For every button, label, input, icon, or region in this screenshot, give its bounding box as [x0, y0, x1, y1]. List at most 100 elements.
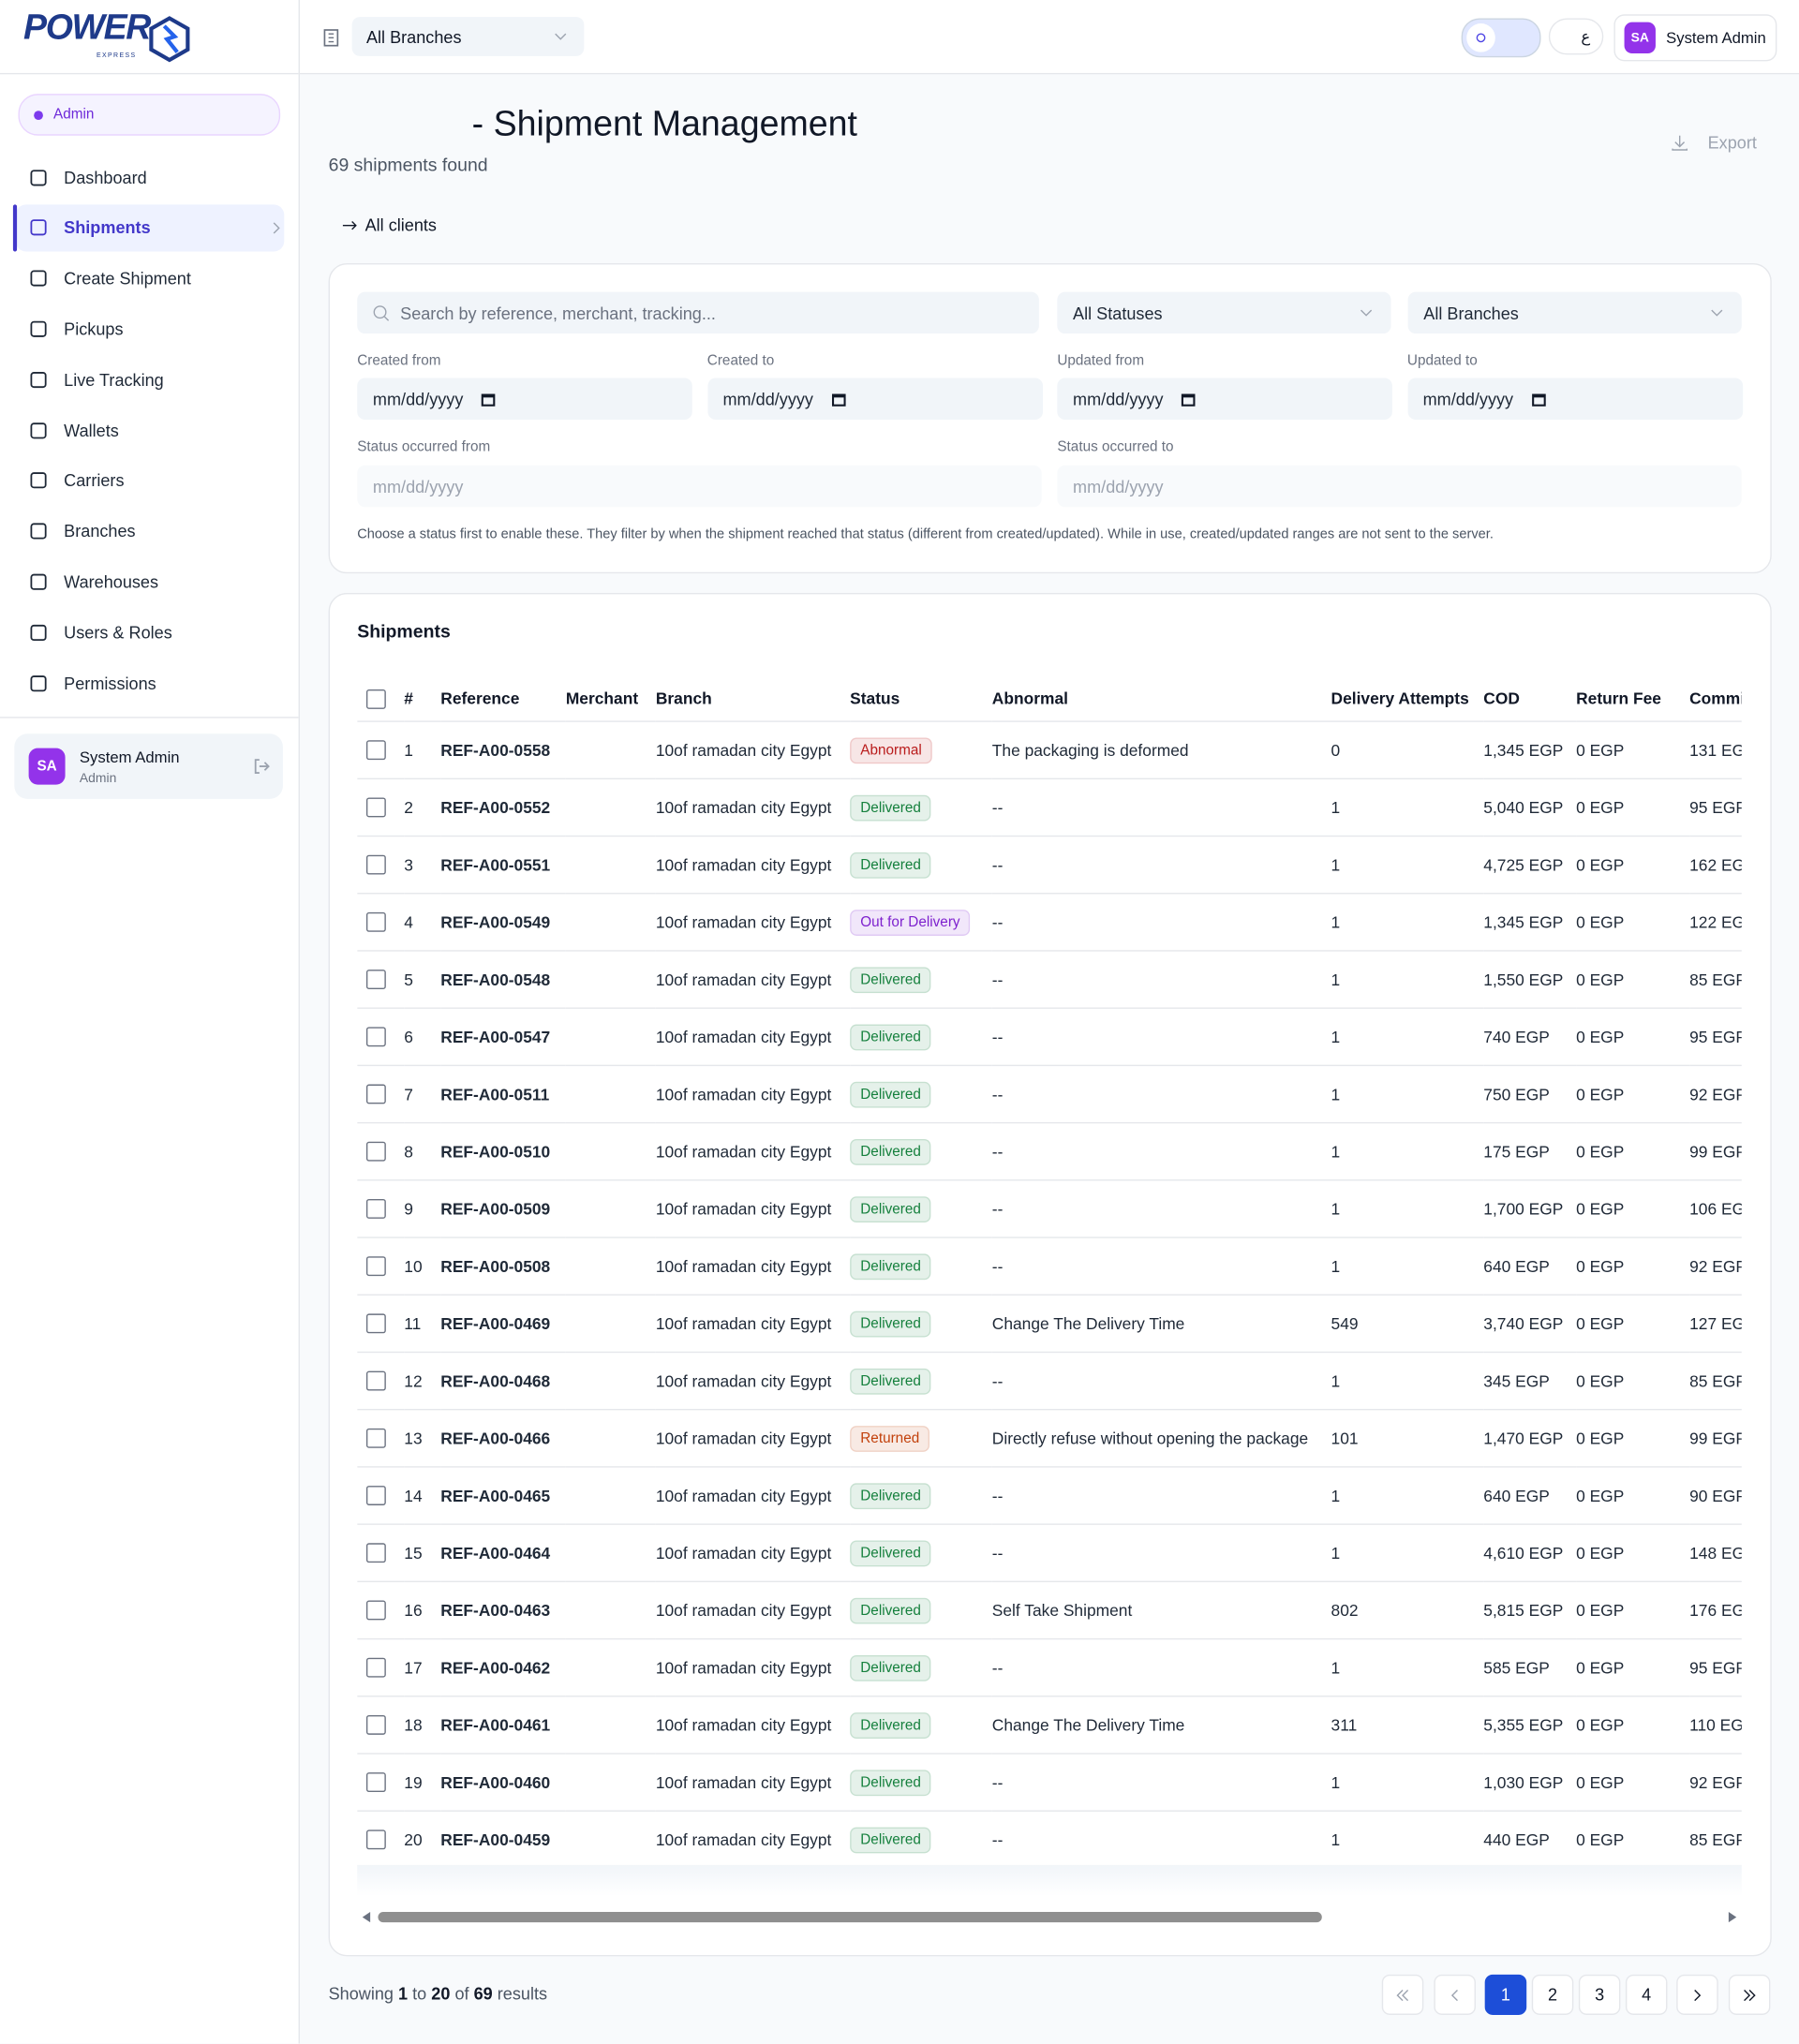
- export-button[interactable]: Export: [1656, 121, 1770, 163]
- checkbox[interactable]: [365, 1829, 386, 1850]
- next-page[interactable]: [1676, 1974, 1718, 2015]
- date-label: Status occurred from: [357, 438, 491, 455]
- cell: 0 EGP: [1576, 1237, 1690, 1296]
- chevron: [1360, 309, 1373, 317]
- cell: 10of ramadan city Egypt: [655, 1466, 851, 1525]
- checkbox[interactable]: [365, 1084, 386, 1104]
- status-badge: Delivered: [850, 1539, 932, 1566]
- checkbox[interactable]: [365, 1141, 386, 1162]
- nav-item[interactable]: Dashboard: [16, 154, 285, 200]
- status-cell: Out for Delivery: [850, 893, 992, 952]
- divider: [0, 72, 299, 75]
- table-row: 10 REF-A00-0508 10of ramadan city Egypt Del…: [357, 1237, 1742, 1296]
- cell: 99 EGP: [1689, 1409, 1742, 1468]
- date-input[interactable]: mm/dd/yyyy: [1057, 465, 1742, 508]
- language: ع: [1581, 27, 1591, 46]
- cell: --: [991, 778, 1331, 837]
- checkbox[interactable]: [365, 1370, 386, 1391]
- theme-toggle[interactable]: [1461, 18, 1541, 58]
- merchant-cell: [565, 1008, 656, 1067]
- status-badge: Out for Delivery: [850, 909, 971, 936]
- select-cell: [357, 1466, 405, 1525]
- h-scrollbar[interactable]: [360, 1908, 1742, 1926]
- select-cell: [357, 1122, 405, 1181]
- branch-value: All Branches: [365, 26, 462, 47]
- nav-item[interactable]: Permissions: [16, 659, 285, 706]
- status-badge: Delivered: [850, 1023, 932, 1050]
- nav-item[interactable]: Users & Roles: [16, 609, 285, 656]
- nav-item[interactable]: Create Shipment: [16, 255, 285, 302]
- nav-item[interactable]: Shipments: [12, 204, 285, 252]
- checkbox[interactable]: [365, 689, 386, 709]
- cell: 20: [404, 1811, 441, 1865]
- date-input[interactable]: mm/dd/yyyy: [357, 378, 692, 420]
- icon: [1450, 1989, 1458, 2001]
- calendar-icon: [831, 393, 846, 407]
- text: of: [454, 1983, 469, 2004]
- cell: 3: [404, 836, 441, 895]
- branch-filter[interactable]: All Branches: [1407, 291, 1742, 334]
- checkbox[interactable]: [365, 1313, 386, 1334]
- cell: 0 EGP: [1576, 1753, 1690, 1812]
- cell: 4,610 EGP: [1483, 1524, 1577, 1583]
- nav-item[interactable]: Branches: [16, 508, 285, 555]
- status-select[interactable]: All Statuses: [1057, 291, 1391, 334]
- cell: 0 EGP: [1576, 1352, 1690, 1411]
- logout-icon[interactable]: [253, 757, 271, 775]
- checkbox[interactable]: [365, 1714, 386, 1735]
- cell: 0: [1331, 721, 1484, 779]
- checkbox[interactable]: [365, 1027, 386, 1047]
- page-button[interactable]: 2: [1531, 1974, 1574, 2015]
- language-toggle[interactable]: ع: [1548, 18, 1604, 55]
- date-input[interactable]: mm/dd/yyyy: [357, 465, 1042, 508]
- select-cell: [357, 1696, 405, 1755]
- checkbox[interactable]: [365, 1772, 386, 1793]
- page-button[interactable]: 4: [1625, 1974, 1668, 2015]
- checkbox[interactable]: [365, 1543, 386, 1563]
- checkbox[interactable]: [365, 1198, 386, 1219]
- checkbox[interactable]: [365, 740, 386, 761]
- first-page[interactable]: [1381, 1974, 1424, 2015]
- checkbox[interactable]: [365, 1428, 386, 1448]
- prev-page[interactable]: [1434, 1974, 1476, 2015]
- checkbox[interactable]: [365, 1657, 386, 1678]
- nav-label: Branches: [64, 521, 136, 541]
- table-row: 4 REF-A00-0549 10of ramadan city Egypt Out …: [357, 893, 1742, 952]
- cell: 549: [1331, 1295, 1484, 1354]
- table-scroll: # Reference Merchant Branch Status Abnormal De…: [357, 676, 1742, 1865]
- merchant-cell: [565, 1696, 656, 1755]
- nav-item[interactable]: Pickups: [16, 305, 285, 352]
- profile-card[interactable]: SA System Admin Admin: [14, 733, 283, 799]
- user-menu[interactable]: SA System Admin: [1613, 14, 1777, 62]
- cell: REF-A00-0466: [440, 1409, 566, 1468]
- page-button[interactable]: 3: [1578, 1974, 1621, 2015]
- nav-item[interactable]: Carriers: [16, 457, 285, 504]
- nav-item[interactable]: Warehouses: [16, 558, 285, 605]
- search-input[interactable]: Search by reference, merchant, tracking.…: [357, 291, 1039, 334]
- back-link[interactable]: All clients: [342, 215, 437, 234]
- cell: --: [991, 1811, 1331, 1865]
- checkbox[interactable]: [365, 797, 386, 818]
- nav-icon: [30, 270, 47, 287]
- nav-item[interactable]: Wallets: [16, 407, 285, 453]
- checkbox[interactable]: [365, 970, 386, 989]
- merchant-cell: [565, 1409, 656, 1468]
- last-page[interactable]: [1728, 1974, 1771, 2015]
- date-input[interactable]: mm/dd/yyyy: [706, 378, 1043, 420]
- checkbox[interactable]: [365, 854, 386, 875]
- branch-select[interactable]: All Branches: [351, 17, 585, 56]
- cell: REF-A00-0465: [440, 1466, 566, 1525]
- checkbox[interactable]: [365, 911, 386, 932]
- date-input[interactable]: mm/dd/yyyy: [1406, 378, 1743, 420]
- cell: REF-A00-0510: [440, 1122, 566, 1181]
- nav-item[interactable]: Live Tracking: [16, 356, 285, 403]
- cell: 1,470 EGP: [1483, 1409, 1577, 1468]
- status-badge: Delivered: [850, 1711, 932, 1739]
- page-button[interactable]: 1: [1484, 1974, 1527, 2015]
- checkbox[interactable]: [365, 1486, 386, 1505]
- date-input[interactable]: mm/dd/yyyy: [1057, 378, 1392, 420]
- cell: Directly refuse without opening the pack…: [991, 1409, 1331, 1468]
- checkbox[interactable]: [365, 1256, 386, 1277]
- checkbox[interactable]: [365, 1600, 386, 1621]
